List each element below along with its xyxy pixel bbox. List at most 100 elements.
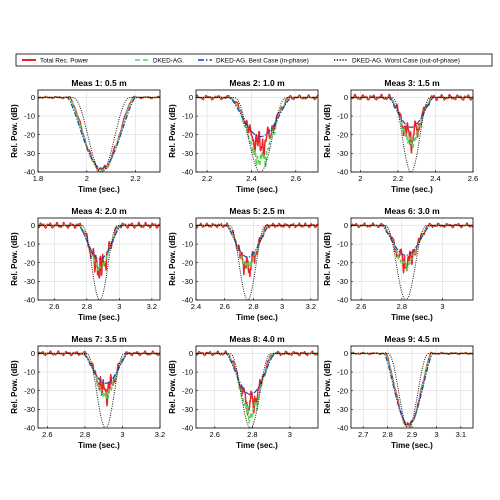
x-tick-label: 3 xyxy=(280,302,284,311)
x-tick-label: 2.8 xyxy=(82,302,92,311)
x-axis-label: Time (sec.) xyxy=(78,313,120,322)
subplot-9: 2.7 2.8 2.9 3 3.1 0 -10 -20 -30 -40 Meas 9: 4.5 m T… xyxy=(323,334,474,450)
x-tick-label: 2.8 xyxy=(80,430,90,439)
x-tick-label: 2.6 xyxy=(468,174,478,183)
series-line-2 xyxy=(351,352,473,425)
y-tick-label: -20 xyxy=(24,386,35,395)
y-tick-label: -30 xyxy=(24,277,35,286)
x-tick-label: 3 xyxy=(117,302,121,311)
x-tick-label: 3 xyxy=(434,430,438,439)
y-tick-label: -10 xyxy=(182,368,193,377)
series-line-3 xyxy=(38,353,160,428)
x-tick-label: 3.2 xyxy=(147,302,157,311)
y-tick-label: -10 xyxy=(182,240,193,249)
y-tick-label: 0 xyxy=(189,349,193,358)
subplot-title: Meas 3: 1.5 m xyxy=(384,78,440,88)
y-tick-label: -10 xyxy=(337,112,348,121)
y-tick-label: -30 xyxy=(24,149,35,158)
series-group-9 xyxy=(351,351,473,428)
series-line-2 xyxy=(38,224,160,260)
x-tick-label: 3.2 xyxy=(155,430,165,439)
y-tick-label: -20 xyxy=(337,386,348,395)
series-line-1 xyxy=(38,224,160,271)
subplot-title: Meas 8: 4.0 m xyxy=(229,334,285,344)
series-group-1 xyxy=(38,95,160,172)
y-tick-label: -40 xyxy=(24,296,35,305)
subplot-8: 2.6 2.8 3 0 -10 -20 -30 -40 Meas 8: 4.0 m Time (s… xyxy=(168,334,319,450)
y-tick-label: -30 xyxy=(182,405,193,414)
y-tick-label: -30 xyxy=(182,277,193,286)
x-axis-label: Time (sec.) xyxy=(391,185,433,194)
y-tick-label: -20 xyxy=(182,258,193,267)
axes-box xyxy=(195,217,319,301)
series-line-1 xyxy=(196,352,318,424)
series-line-2 xyxy=(196,224,318,258)
subplot-3: 2 2.2 2.4 2.6 0 -10 -20 -30 -40 Meas 3: 1.5 m Time… xyxy=(323,78,478,194)
series-group-4 xyxy=(38,221,160,300)
series-line-2 xyxy=(351,224,473,256)
series-line-2 xyxy=(38,352,160,384)
series-line-2 xyxy=(196,96,318,138)
legend-label-3: DKED-AG. Worst Case (out-of-phase) xyxy=(352,57,460,64)
y-tick-label: -30 xyxy=(337,149,348,158)
x-tick-label: 2.2 xyxy=(202,174,212,183)
y-tick-label: -40 xyxy=(182,168,193,177)
axes-box xyxy=(37,89,161,173)
subplot-title: Meas 6: 3.0 m xyxy=(384,206,440,216)
series-group-8 xyxy=(196,350,318,428)
y-tick-label: -40 xyxy=(337,168,348,177)
y-tick-label: 0 xyxy=(31,93,35,102)
x-axis-label: Time (sec.) xyxy=(78,185,120,194)
y-tick-label: -10 xyxy=(337,240,348,249)
x-tick-label: 2.8 xyxy=(248,302,258,311)
subplot-7: 2.6 2.8 3 3.2 0 -10 -20 -30 -40 Meas 7: 3.5 m Time… xyxy=(10,334,165,450)
x-axis-label: Time (sec.) xyxy=(391,441,433,450)
legend-box xyxy=(15,53,493,67)
legend: Total Rec. Power DKED-AG. DKED-AG. Best Ca… xyxy=(15,53,493,67)
y-tick-label: -40 xyxy=(24,424,35,433)
y-tick-label: 0 xyxy=(344,349,348,358)
y-tick-label: -20 xyxy=(337,258,348,267)
y-tick-label: -30 xyxy=(337,277,348,286)
x-tick-label: 3 xyxy=(288,430,292,439)
axes-box xyxy=(195,345,319,429)
axes-box xyxy=(195,89,319,173)
series-group-2 xyxy=(196,94,318,172)
x-axis-label: Time (sec.) xyxy=(236,441,278,450)
y-axis-label: Rel. Pow. (dB) xyxy=(323,360,332,414)
axes-box xyxy=(37,345,161,429)
x-tick-label: 2.6 xyxy=(42,430,52,439)
subplot-title: Meas 1: 0.5 m xyxy=(71,78,127,88)
subplot-title: Meas 5: 2.5 m xyxy=(229,206,285,216)
series-line-3 xyxy=(351,97,473,172)
series-line-0 xyxy=(196,94,318,159)
legend-label-1: DKED-AG. xyxy=(153,57,184,64)
subplot-1: 1.8 2 2.2 0 -10 -20 -30 -40 Meas 1: 0.5 m Time (s… xyxy=(10,78,161,194)
y-tick-label: 0 xyxy=(189,221,193,230)
series-line-2 xyxy=(351,96,473,128)
y-tick-label: -10 xyxy=(337,368,348,377)
y-axis-label: Rel. Pow. (dB) xyxy=(323,104,332,158)
y-axis-label: Rel. Pow. (dB) xyxy=(10,232,19,286)
y-tick-label: 0 xyxy=(31,349,35,358)
x-tick-label: 1.8 xyxy=(33,174,43,183)
x-axis-label: Time (sec.) xyxy=(236,313,278,322)
y-axis-label: Rel. Pow. (dB) xyxy=(323,232,332,286)
x-tick-label: 2.4 xyxy=(246,174,256,183)
x-tick-label: 2.4 xyxy=(191,302,201,311)
subplot-title: Meas 9: 4.5 m xyxy=(384,334,440,344)
y-tick-label: -40 xyxy=(182,296,193,305)
series-line-3 xyxy=(351,225,473,300)
x-tick-label: 2.4 xyxy=(430,174,440,183)
y-tick-label: -20 xyxy=(24,258,35,267)
subplot-4: 2.6 2.8 3 3.2 0 -10 -20 -30 -40 Meas 4: 2.0 m Time… xyxy=(10,206,161,322)
x-tick-label: 2.2 xyxy=(130,174,140,183)
x-tick-label: 2 xyxy=(85,174,89,183)
series-line-2 xyxy=(196,352,318,396)
series-group-3 xyxy=(351,93,473,172)
y-axis-label: Rel. Pow. (dB) xyxy=(168,232,177,286)
axes-box xyxy=(350,217,474,301)
x-tick-label: 2.8 xyxy=(382,430,392,439)
y-tick-label: -10 xyxy=(24,368,35,377)
